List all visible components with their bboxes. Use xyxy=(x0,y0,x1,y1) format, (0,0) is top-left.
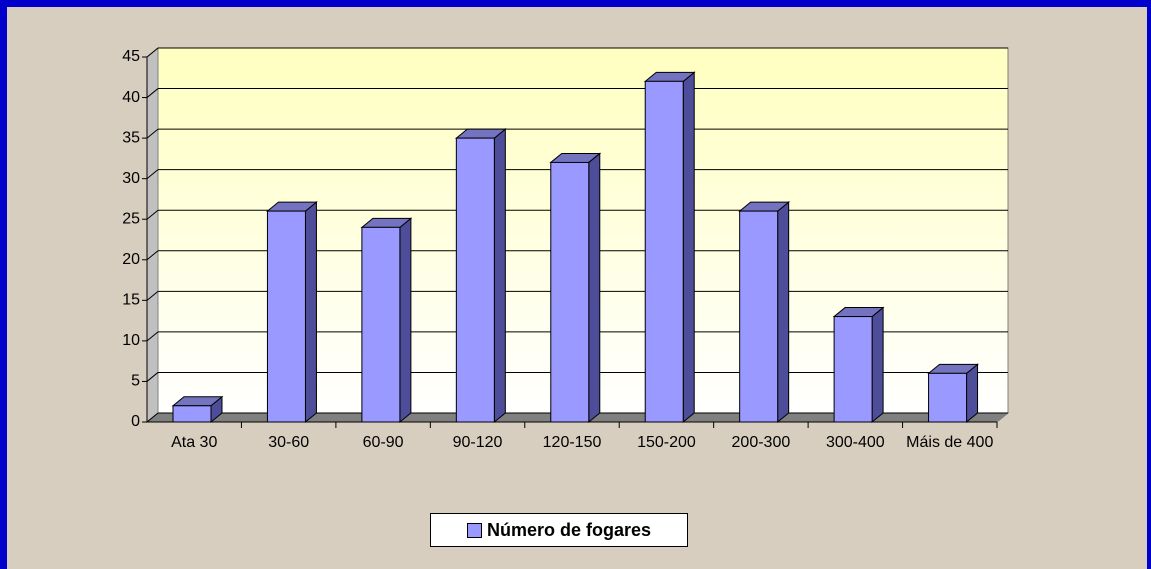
bar xyxy=(833,316,873,423)
grid-line-side xyxy=(146,250,159,261)
y-tick-label: 35 xyxy=(122,129,140,146)
x-tick-label: 120-150 xyxy=(542,434,602,451)
y-tick-label: 30 xyxy=(122,170,140,187)
x-tick-label: 200-300 xyxy=(731,434,791,451)
grid-line-side xyxy=(146,128,159,139)
bar xyxy=(361,226,401,423)
x-tick-label: 300-400 xyxy=(825,434,885,451)
y-tick-label: 25 xyxy=(122,210,140,227)
bar xyxy=(550,161,590,423)
y-tick-label: 40 xyxy=(122,89,140,106)
bar-side xyxy=(777,201,790,424)
side-wall xyxy=(146,46,159,424)
y-tick-label: 0 xyxy=(131,413,140,430)
grid-line-side xyxy=(146,290,159,301)
y-tick-label: 45 xyxy=(122,48,140,65)
legend-swatch xyxy=(466,522,482,538)
bar-side xyxy=(304,201,317,424)
legend: Número de fogares xyxy=(430,513,688,547)
x-tick-label: Máis de 400 xyxy=(906,434,994,451)
x-tick-label: 90-120 xyxy=(452,434,503,451)
grid-line-side xyxy=(146,209,159,220)
y-tick-label: 20 xyxy=(122,251,140,268)
bar-side xyxy=(399,217,412,424)
y-tick-label: 5 xyxy=(131,373,140,390)
bar-side xyxy=(682,71,695,424)
bar-side xyxy=(588,152,601,424)
x-tick-label: 30-60 xyxy=(268,434,310,451)
bar xyxy=(644,80,684,423)
grid-line-side xyxy=(146,88,159,98)
bar-side xyxy=(493,128,506,424)
bar xyxy=(928,372,968,423)
bar xyxy=(172,405,212,423)
x-tick-label: 150-200 xyxy=(637,434,696,451)
x-tick-label: 60-90 xyxy=(362,434,404,451)
y-tick-label: 15 xyxy=(122,292,140,309)
legend-label: Número de fogares xyxy=(486,519,652,540)
bar-side xyxy=(966,363,979,424)
x-tick-label: Ata 30 xyxy=(171,434,218,451)
y-tick-label: 10 xyxy=(122,332,140,349)
grid-line-side xyxy=(146,169,159,180)
bar xyxy=(455,137,495,423)
bar-side xyxy=(871,306,884,424)
grid-line-side xyxy=(146,372,159,382)
grid-line-side xyxy=(146,47,159,58)
bar xyxy=(739,210,779,423)
grid-line-side xyxy=(146,412,159,423)
grid-line-side xyxy=(146,331,159,342)
bar xyxy=(266,210,306,423)
